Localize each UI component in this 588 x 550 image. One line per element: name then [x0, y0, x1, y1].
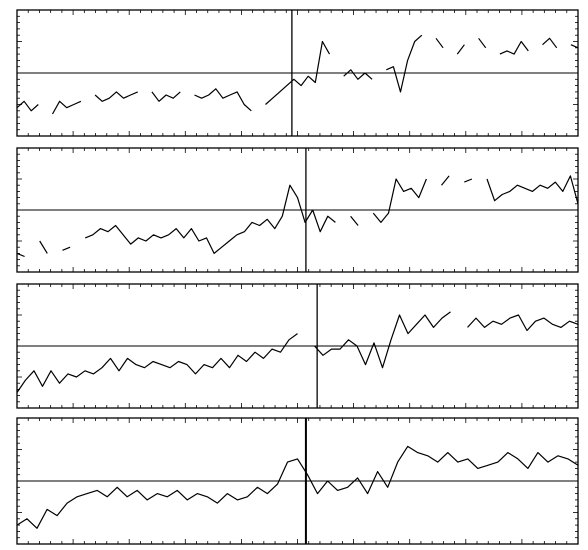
series-line-1 [16, 175, 579, 258]
series-line-1 [16, 311, 579, 393]
axis-ticks [16, 283, 579, 409]
chart-panel-2 [16, 147, 579, 273]
series-line-1 [16, 445, 579, 529]
series-line-1 [16, 34, 579, 115]
axis-ticks [16, 417, 579, 545]
chart-panel-3 [16, 283, 579, 409]
chart-panel-1 [16, 9, 579, 137]
chart-panel-4 [16, 417, 579, 545]
axis-ticks [16, 147, 579, 273]
axis-ticks [16, 9, 579, 137]
